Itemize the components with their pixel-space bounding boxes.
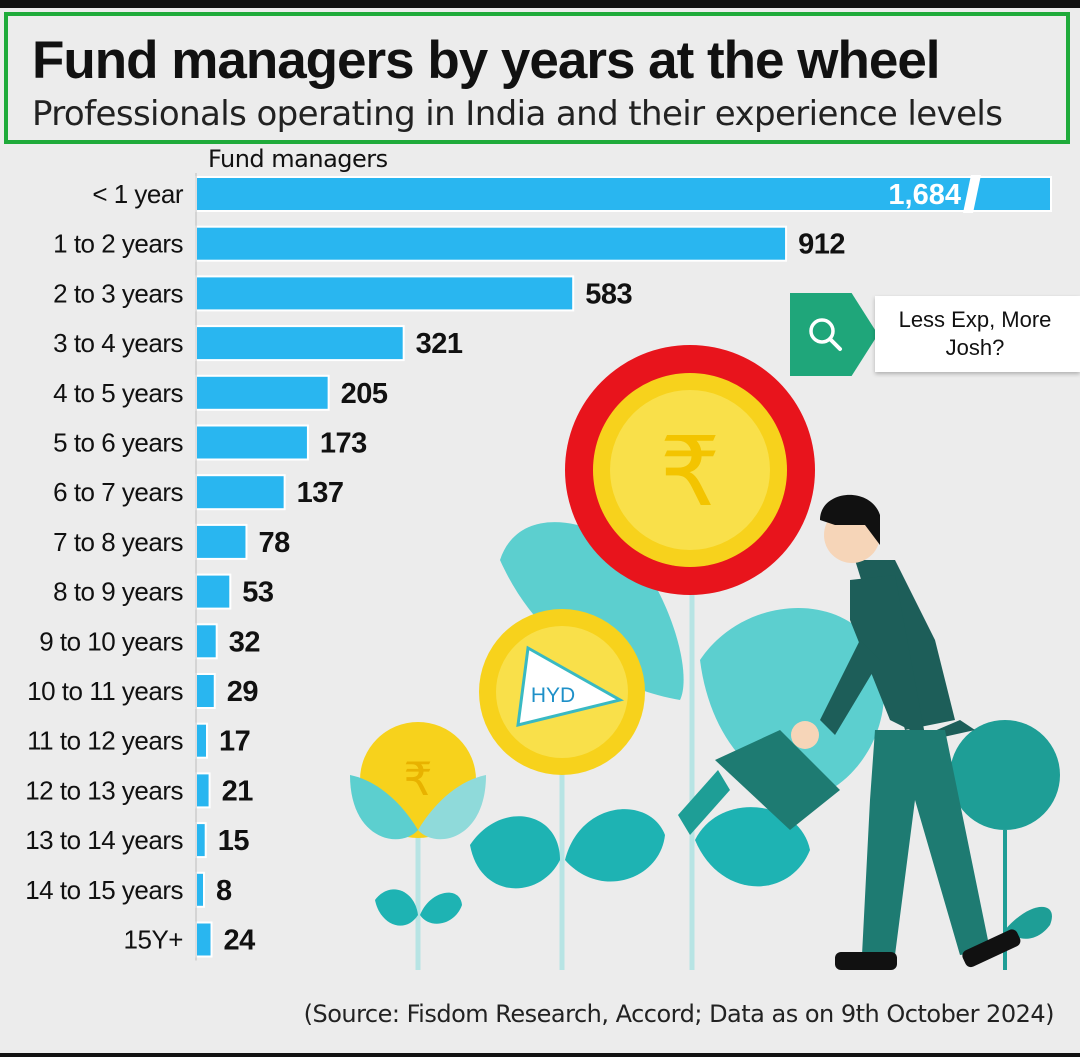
bar [195, 921, 213, 958]
category-label: 6 to 7 years [53, 477, 183, 507]
shoe [962, 929, 1021, 968]
category-label: 10 to 11 years [27, 676, 183, 706]
chart-title: Fund managers by years at the wheel [32, 31, 941, 90]
category-label: 15Y+ [124, 925, 183, 955]
data-label: 78 [258, 527, 290, 559]
top-border [0, 0, 1080, 8]
bar [195, 573, 232, 610]
callout-text: Less Exp, More Josh? [898, 307, 1052, 360]
category-label: 2 to 3 years [53, 278, 183, 308]
coin-inner [610, 390, 770, 550]
category-label: 7 to 8 years [53, 527, 183, 557]
axis-break [963, 175, 981, 213]
bar [195, 623, 218, 660]
chart-header: Fund managers by years at the wheel Prof… [4, 12, 1070, 144]
data-label: 205 [341, 378, 388, 410]
y-axis-label: Fund managers [208, 145, 388, 173]
shoe [835, 952, 897, 970]
category-label: 11 to 12 years [27, 726, 183, 756]
category-label: 5 to 6 years [53, 428, 183, 458]
badge-text: HYD [531, 684, 575, 707]
bar [195, 722, 208, 759]
category-label: 3 to 4 years [53, 328, 183, 358]
leaf-shape [700, 607, 885, 792]
bar [195, 822, 207, 859]
category-label: 4 to 5 years [53, 378, 183, 408]
category-label: 13 to 14 years [25, 825, 183, 855]
leaf-shape [565, 809, 665, 882]
man-hair [820, 494, 880, 545]
man-legs [862, 730, 990, 955]
callout: Less Exp, More Josh? [790, 293, 1080, 376]
category-label: 9 to 10 years [39, 626, 183, 656]
bar [195, 176, 1052, 212]
data-label: 29 [227, 676, 259, 708]
rupee-icon: ₹ [403, 752, 432, 806]
category-label: 12 to 13 years [25, 775, 183, 805]
callout-box: Less Exp, More Josh? [875, 296, 1080, 372]
bar [195, 474, 286, 511]
bar [195, 772, 211, 809]
bar [195, 225, 788, 262]
bar [195, 871, 205, 908]
data-label: 24 [224, 925, 256, 957]
leaf-shape [695, 807, 810, 887]
bar [195, 325, 405, 362]
bush-shape [950, 720, 1060, 830]
badge-triangle [516, 645, 625, 727]
data-label: 912 [798, 229, 845, 261]
bar-chart: Fund managers < 1 year 1,684 1 to 2 years 9… [25, 145, 1052, 961]
leaf-shape [350, 775, 418, 840]
category-label: < 1 year [92, 179, 184, 209]
data-label: 583 [585, 278, 632, 310]
bar [195, 424, 309, 461]
bar [195, 673, 216, 709]
data-label: 173 [320, 428, 367, 460]
data-label: 8 [216, 875, 232, 907]
data-label: 21 [222, 775, 254, 807]
man-arm [850, 575, 975, 740]
bar [195, 374, 330, 411]
rupee-icon: ₹ [659, 416, 720, 528]
bar [195, 523, 248, 560]
illustration: ₹ ₹ [350, 345, 1060, 970]
chart-subtitle: Professionals operating in India and the… [32, 94, 1003, 134]
leaf-shape [418, 775, 486, 840]
bottom-border [0, 1053, 1080, 1057]
search-icon [809, 318, 842, 351]
leaf-shape [375, 889, 418, 926]
data-label: 15 [218, 825, 250, 857]
data-label: 137 [297, 477, 344, 509]
man-arm [820, 640, 880, 735]
data-label: 53 [242, 577, 274, 609]
bar [195, 275, 575, 312]
watering-can-spout [678, 770, 730, 835]
watering-can-icon [715, 730, 840, 830]
leaf-shape [470, 816, 560, 889]
source-note: (Source: Fisdom Research, Accord; Data a… [303, 1000, 1055, 1028]
data-label: 32 [229, 626, 260, 658]
category-label: 14 to 15 years [25, 875, 183, 905]
leaf-shape [1005, 906, 1052, 939]
category-label: 8 to 9 years [53, 577, 183, 607]
man-hand [791, 721, 819, 749]
data-label: 17 [219, 726, 250, 758]
category-label: 1 to 2 years [53, 229, 183, 259]
data-label: 321 [416, 328, 463, 360]
data-label: 1,684 [888, 179, 961, 211]
hyd-badge: HYD [516, 645, 625, 727]
callout-tab [790, 293, 878, 376]
leaf-shape [420, 892, 462, 924]
